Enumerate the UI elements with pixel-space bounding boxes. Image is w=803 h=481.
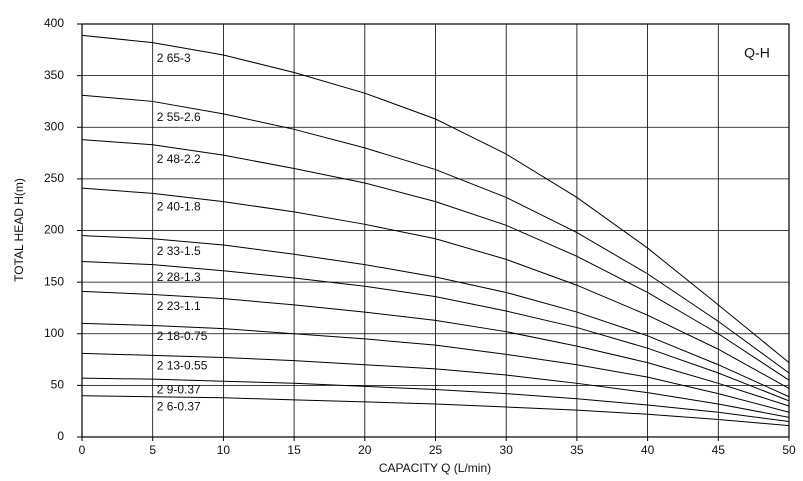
y-tick-label: 150: [44, 274, 64, 288]
curve: [81, 187, 790, 389]
curve-label: 2 55-2.6: [157, 110, 201, 124]
curve-label: 2 40-1.8: [157, 200, 201, 214]
y-tick-label: 50: [51, 378, 65, 392]
curve-label: 2 9-0.37: [157, 382, 201, 396]
x-tick-label: 25: [429, 443, 443, 457]
x-tick-label: 50: [782, 443, 796, 457]
y-tick-label: 250: [44, 171, 64, 185]
curve-annotation: Q-H: [744, 45, 770, 61]
curve-label: 2 13-0.55: [157, 359, 208, 373]
y-tick-label: 350: [44, 68, 64, 82]
y-tick-label: 200: [44, 223, 64, 237]
x-tick-label: 30: [500, 443, 514, 457]
y-axis-title: TOTAL HEAD H(m): [12, 178, 26, 282]
x-tick-label: 40: [641, 443, 655, 457]
curve: [81, 377, 790, 423]
curve: [81, 260, 790, 402]
curve-label: 2 6-0.37: [157, 399, 201, 413]
y-tick-label: 300: [44, 119, 64, 133]
curve-label: 2 23-1.1: [157, 299, 201, 313]
y-tick-label: 0: [57, 429, 64, 443]
curve: [81, 94, 790, 374]
curve: [81, 139, 790, 381]
curve-label: 2 65-3: [157, 51, 191, 65]
x-tick-label: 15: [287, 443, 301, 457]
y-tick-label: 100: [44, 326, 64, 340]
x-tick-label: 45: [712, 443, 726, 457]
curve-label: 2 33-1.5: [157, 244, 201, 258]
x-tick-label: 0: [79, 443, 86, 457]
curve-label: 2 48-2.2: [157, 152, 201, 166]
curve: [81, 34, 790, 364]
x-tick-label: 5: [149, 443, 156, 457]
y-tick-label: 400: [44, 16, 64, 30]
plot-frame: [81, 23, 790, 438]
x-tick-label: 20: [358, 443, 372, 457]
x-axis-title: CAPACITY Q (L/min): [379, 461, 491, 475]
curve-label: 2 28-1.3: [157, 270, 201, 284]
curve: [81, 322, 790, 413]
curve: [81, 235, 790, 398]
x-tick-label: 35: [570, 443, 584, 457]
curve: [81, 290, 790, 407]
curve: [81, 352, 790, 418]
x-tick-label: 10: [217, 443, 231, 457]
curve: [81, 395, 790, 427]
curve-label: 2 18-0.75: [157, 329, 208, 343]
